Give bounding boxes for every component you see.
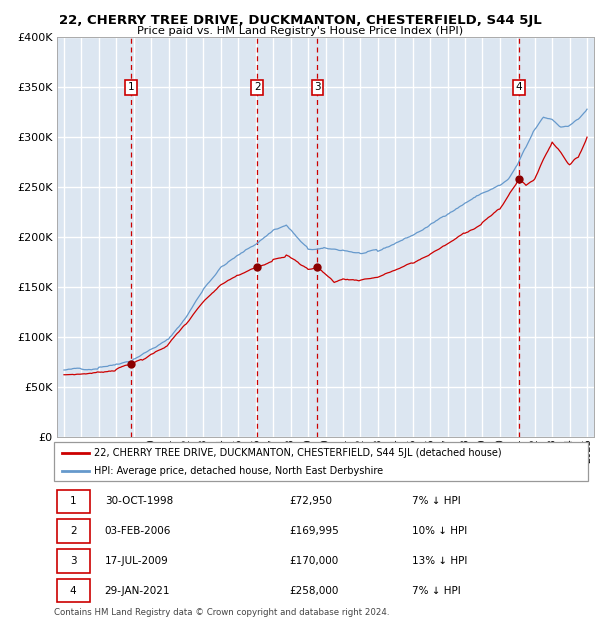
Bar xyxy=(56,520,90,542)
Text: 13% ↓ HPI: 13% ↓ HPI xyxy=(412,556,467,566)
Text: 4: 4 xyxy=(515,82,522,92)
Text: 2: 2 xyxy=(70,526,77,536)
Text: 29-JAN-2021: 29-JAN-2021 xyxy=(105,585,170,596)
Text: £170,000: £170,000 xyxy=(289,556,338,566)
Text: 17-JUL-2009: 17-JUL-2009 xyxy=(105,556,169,566)
Text: 10% ↓ HPI: 10% ↓ HPI xyxy=(412,526,467,536)
Text: 30-OCT-1998: 30-OCT-1998 xyxy=(105,496,173,507)
Text: 7% ↓ HPI: 7% ↓ HPI xyxy=(412,585,461,596)
Bar xyxy=(56,490,90,513)
Text: Price paid vs. HM Land Registry's House Price Index (HPI): Price paid vs. HM Land Registry's House … xyxy=(137,26,463,36)
Text: HPI: Average price, detached house, North East Derbyshire: HPI: Average price, detached house, Nort… xyxy=(94,466,383,476)
Text: £169,995: £169,995 xyxy=(289,526,339,536)
Text: 03-FEB-2006: 03-FEB-2006 xyxy=(105,526,171,536)
Text: 4: 4 xyxy=(70,585,77,596)
Text: 22, CHERRY TREE DRIVE, DUCKMANTON, CHESTERFIELD, S44 5JL: 22, CHERRY TREE DRIVE, DUCKMANTON, CHEST… xyxy=(59,14,541,27)
Text: 7% ↓ HPI: 7% ↓ HPI xyxy=(412,496,461,507)
Text: 3: 3 xyxy=(314,82,321,92)
Bar xyxy=(56,549,90,572)
Text: 1: 1 xyxy=(127,82,134,92)
Text: 2: 2 xyxy=(254,82,260,92)
Text: 22, CHERRY TREE DRIVE, DUCKMANTON, CHESTERFIELD, S44 5JL (detached house): 22, CHERRY TREE DRIVE, DUCKMANTON, CHEST… xyxy=(94,448,502,458)
Text: £72,950: £72,950 xyxy=(289,496,332,507)
Text: 3: 3 xyxy=(70,556,77,566)
Bar xyxy=(56,579,90,602)
Text: £258,000: £258,000 xyxy=(289,585,338,596)
Text: 1: 1 xyxy=(70,496,77,507)
Text: Contains HM Land Registry data © Crown copyright and database right 2024.: Contains HM Land Registry data © Crown c… xyxy=(54,608,389,617)
